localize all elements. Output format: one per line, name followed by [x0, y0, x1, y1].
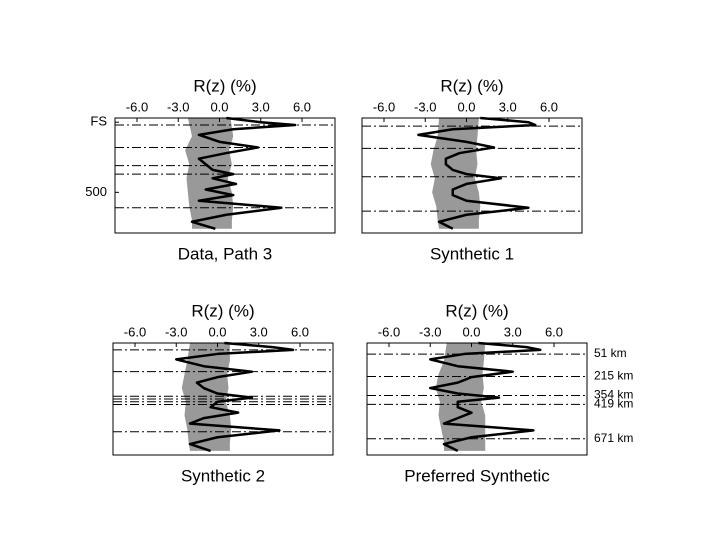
x-tick-label: 6.0: [545, 324, 563, 339]
x-tick-label: 6.0: [540, 99, 558, 114]
reflector-label: 419 km: [594, 396, 633, 410]
profile-line: [175, 341, 295, 453]
uncertainty-band: [430, 118, 481, 229]
x-tick-label: -6.0: [373, 99, 395, 114]
x-tick-label: 0.0: [210, 99, 228, 114]
x-tick-label: -6.0: [378, 324, 400, 339]
x-tick-label: 3.0: [250, 324, 268, 339]
x-tick-label: -3.0: [167, 99, 189, 114]
profile-line: [429, 341, 542, 453]
panel-caption: Preferred Synthetic: [404, 466, 550, 485]
profile-line: [417, 116, 537, 230]
panel-caption: Synthetic 2: [181, 466, 265, 485]
plot-frame: [112, 342, 334, 456]
x-tick-label: 0.0: [457, 99, 475, 114]
y-tick-label: FS: [90, 114, 107, 129]
uncertainty-band: [185, 118, 234, 229]
reflector-label: 215 km: [594, 369, 633, 383]
x-tick-label: 6.0: [291, 324, 309, 339]
uncertainty-band: [181, 343, 232, 451]
x-axis-label: R(z) (%): [440, 76, 503, 95]
y-tick-label: 500: [85, 184, 107, 199]
x-axis-label: R(z) (%): [193, 76, 256, 95]
panel-caption: Synthetic 1: [430, 244, 514, 263]
x-tick-label: 3.0: [504, 324, 522, 339]
x-tick-label: -3.0: [419, 324, 441, 339]
panel-caption: Data, Path 3: [178, 244, 273, 263]
x-tick-label: -6.0: [126, 99, 148, 114]
reflector-label: 671 km: [594, 431, 633, 445]
x-tick-label: 0.0: [208, 324, 226, 339]
x-axis-label: R(z) (%): [191, 301, 254, 320]
x-axis-label: R(z) (%): [445, 301, 508, 320]
plot-frame: [114, 117, 336, 234]
plot-frame: [366, 342, 588, 456]
x-tick-label: -3.0: [414, 99, 436, 114]
uncertainty-band: [435, 343, 486, 451]
profile-line: [190, 116, 297, 230]
x-tick-label: 6.0: [293, 99, 311, 114]
reflector-label: 354 km: [594, 388, 633, 402]
x-tick-label: 0.0: [462, 324, 480, 339]
plot-frame: [361, 117, 583, 234]
x-tick-label: 3.0: [252, 99, 270, 114]
x-tick-label: 3.0: [499, 99, 517, 114]
x-tick-label: -3.0: [165, 324, 187, 339]
x-tick-label: -6.0: [124, 324, 146, 339]
reflector-label: 51 km: [594, 346, 627, 360]
